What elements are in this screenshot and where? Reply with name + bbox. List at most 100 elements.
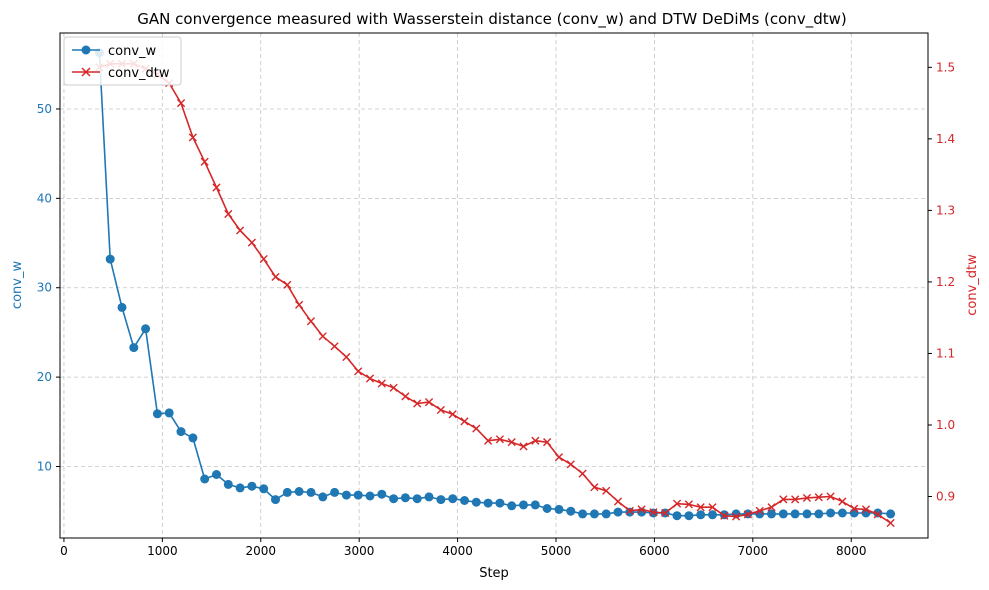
data-point-conv-w [448,494,458,504]
data-point-conv-w [424,492,434,502]
data-point-conv-w [471,497,481,507]
y-right-tick-label: 1.1 [936,346,955,360]
data-point-conv-dtw [543,438,552,447]
data-point-conv-dtw [708,503,717,512]
data-point-conv-w [601,509,611,519]
data-point-conv-dtw [472,424,481,433]
data-point-conv-dtw [389,383,398,392]
data-point-conv-w [519,500,528,510]
data-point-conv-w [306,487,316,497]
data-point-conv-dtw [413,399,422,408]
grid [60,33,928,538]
legend-box [63,36,182,86]
data-point-conv-w [849,508,859,518]
data-point-conv-w [483,498,493,508]
y-left-axis-ticks: 10 20 30 40 50 [37,102,60,473]
data-point-conv-dtw [460,417,469,426]
data-point-conv-dtw [613,497,623,506]
data-point-conv-w [117,302,127,312]
data-point-conv-w [353,490,363,500]
data-point-conv-w [719,510,729,520]
data-point-conv-dtw [826,492,835,501]
legend: conv_w conv_dtw [63,36,182,86]
data-point-conv-dtw [578,469,587,478]
data-point-conv-dtw [318,332,327,341]
data-point-conv-w [365,491,375,501]
x-tick-label: 1000 [147,544,178,558]
y-right-tick-label: 1.2 [936,275,955,289]
data-point-conv-dtw [247,238,256,247]
data-point-conv-dtw [176,99,186,108]
series-conv-w [94,48,896,521]
data-point-conv-w [790,509,800,519]
x-tick-label: 0 [60,544,68,558]
data-point-conv-dtw [873,510,882,519]
data-point-conv-dtw [236,226,245,235]
data-point-conv-w [613,507,623,517]
data-point-conv-w [235,483,245,493]
data-point-conv-dtw [590,483,599,492]
data-point-conv-dtw [791,495,800,504]
data-point-conv-dtw [625,506,634,515]
data-point-conv-w [684,511,694,521]
data-point-conv-dtw [259,254,268,264]
data-point-conv-w [696,510,706,520]
data-point-conv-dtw [271,272,280,282]
data-point-conv-w [767,509,776,519]
data-point-conv-dtw [566,460,575,469]
data-point-conv-dtw [602,486,611,495]
legend-label-conv-dtw: conv_dtw [108,66,170,81]
data-point-conv-dtw [354,367,363,376]
data-point-conv-dtw [743,510,752,519]
y-right-tick-label: 1.5 [936,60,955,74]
data-point-conv-dtw [507,438,516,447]
data-point-conv-dtw [519,442,528,451]
x-axis-ticks: 0 1000 2000 3000 4000 5000 6000 7000 8000 [60,538,867,558]
data-point-conv-dtw [200,157,209,166]
y-left-tick-label: 40 [37,191,52,205]
data-point-conv-w [826,508,836,518]
data-point-conv-w [318,492,328,502]
y-left-tick-label: 20 [37,370,52,384]
y-left-tick-label: 10 [37,459,52,473]
y-right-tick-label: 1.3 [936,203,955,217]
data-point-conv-dtw [814,493,823,502]
y-right-axis-label: conv_dtw [965,254,980,316]
data-point-conv-w [672,511,682,521]
data-point-conv-w [554,504,564,514]
data-point-conv-dtw [224,209,233,219]
data-point-conv-w [542,504,552,513]
data-point-conv-w [282,487,292,497]
data-point-conv-dtw [342,352,351,362]
data-point-conv-dtw [495,435,504,444]
y-left-axis-label: conv_w [10,261,25,310]
data-point-conv-dtw [188,133,197,142]
x-tick-label: 8000 [836,544,867,558]
x-tick-label: 7000 [738,544,769,558]
data-point-conv-w [152,409,162,419]
data-point-conv-w [436,495,446,505]
data-point-conv-dtw [531,436,540,445]
data-point-conv-dtw [672,499,682,508]
chart-title: GAN convergence measured with Wasserstei… [137,10,846,29]
data-point-conv-dtw [401,392,410,401]
data-point-conv-dtw [850,504,859,513]
x-tick-label: 4000 [442,544,473,558]
y-left-tick-label: 50 [37,102,52,116]
data-point-conv-w [294,487,304,496]
data-point-conv-w [530,500,540,510]
data-point-conv-w [247,481,257,491]
legend-marker-conv-w [81,45,91,55]
legend-label-conv-w: conv_w [108,44,157,59]
data-point-conv-dtw [330,342,339,351]
data-point-conv-dtw [295,300,304,309]
x-tick-label: 6000 [639,544,670,558]
data-point-conv-w [341,490,351,500]
x-axis-label: Step [479,566,509,581]
data-point-conv-dtw [365,374,375,383]
data-point-conv-w [164,408,174,418]
data-point-conv-dtw [377,379,386,388]
data-point-conv-dtw [720,511,729,520]
y-right-tick-label: 0.9 [936,490,955,504]
data-point-conv-dtw [448,410,457,419]
